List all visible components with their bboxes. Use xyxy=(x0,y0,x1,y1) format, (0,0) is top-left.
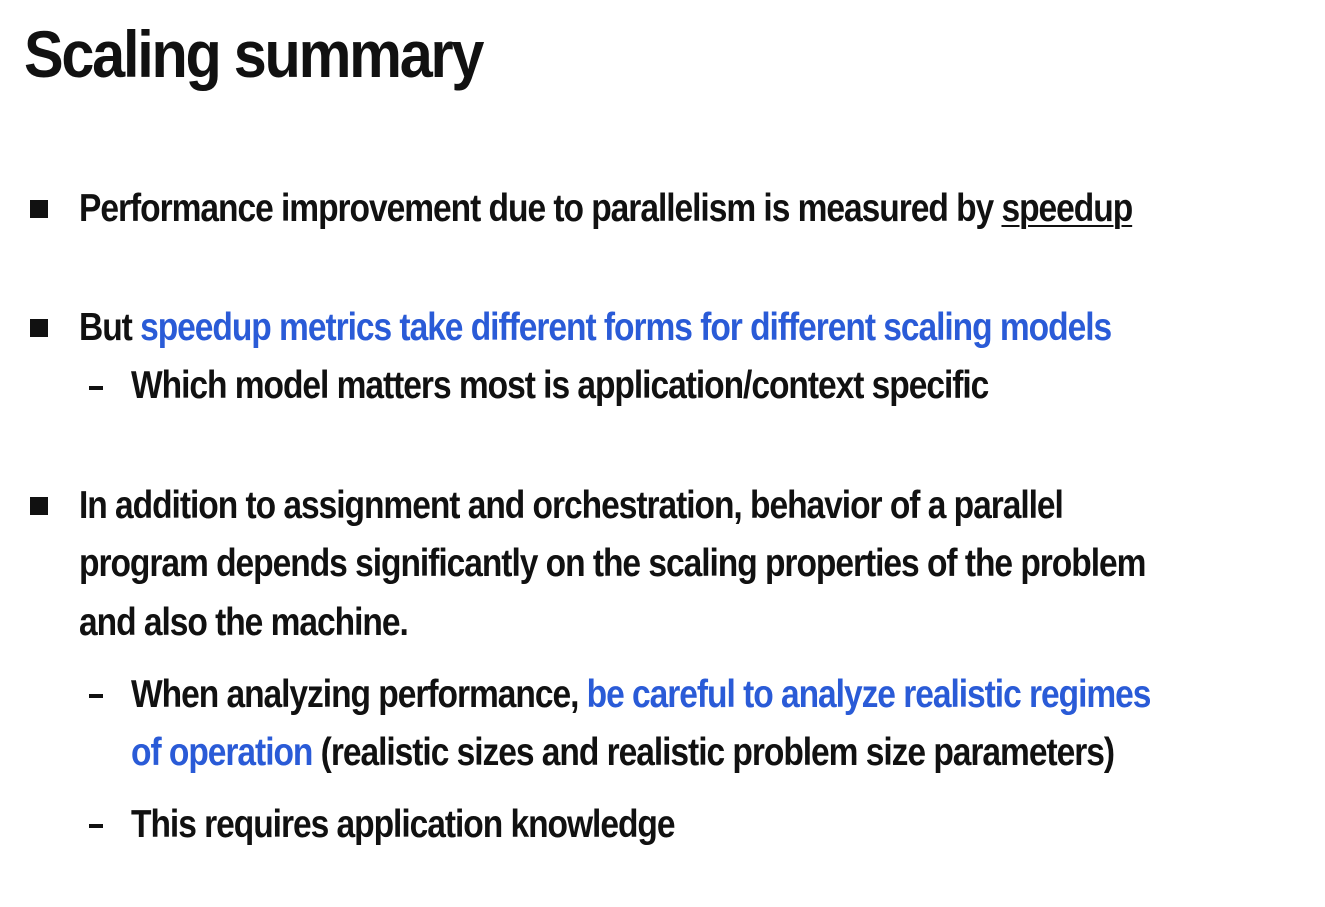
bullet-1-text: Performance improvement due to paralleli… xyxy=(79,184,1133,234)
bullet-2-lead: But xyxy=(79,306,141,349)
bullet-1-underlined: speedup xyxy=(1001,187,1133,230)
bullet-3-sub-1-line-1: When analyzing performance, be careful t… xyxy=(131,670,1152,720)
square-bullet-icon xyxy=(30,319,48,337)
dash-bullet-icon xyxy=(89,824,103,828)
bullet-1-lead: Performance improvement due to paralleli… xyxy=(79,187,1002,230)
square-bullet-icon xyxy=(30,497,48,515)
bullet-2-sub-text: Which model matters most is application/… xyxy=(131,364,989,407)
bullet-3-sub-2-text: This requires application knowledge xyxy=(131,803,676,846)
bullet-3-sub-1-highlight-2: of operation xyxy=(131,731,313,774)
bullet-3-sub-1-tail: (realistic sizes and realistic problem s… xyxy=(312,731,1115,774)
bullet-3-sub-1-highlight-1: be careful to analyze realistic regimes xyxy=(586,673,1152,716)
bullet-3-line-1: In addition to assignment and orchestrat… xyxy=(79,484,1064,527)
bullet-3-line-2: program depends significantly on the sca… xyxy=(79,542,1146,585)
dash-bullet-icon xyxy=(89,386,103,390)
bullet-3-sub-1-line-2: of operation (realistic sizes and realis… xyxy=(131,728,1115,778)
bullet-3-sub-1-lead: When analyzing performance, xyxy=(131,673,587,716)
bullet-3-line-3: and also the machine. xyxy=(79,601,409,644)
dash-bullet-icon xyxy=(89,694,103,698)
slide-title: Scaling summary xyxy=(24,17,484,91)
bullet-2-highlight: speedup metrics take different forms for… xyxy=(140,306,1112,349)
bullet-2-text: But speedup metrics take different forms… xyxy=(79,303,1112,353)
square-bullet-icon xyxy=(30,200,48,218)
